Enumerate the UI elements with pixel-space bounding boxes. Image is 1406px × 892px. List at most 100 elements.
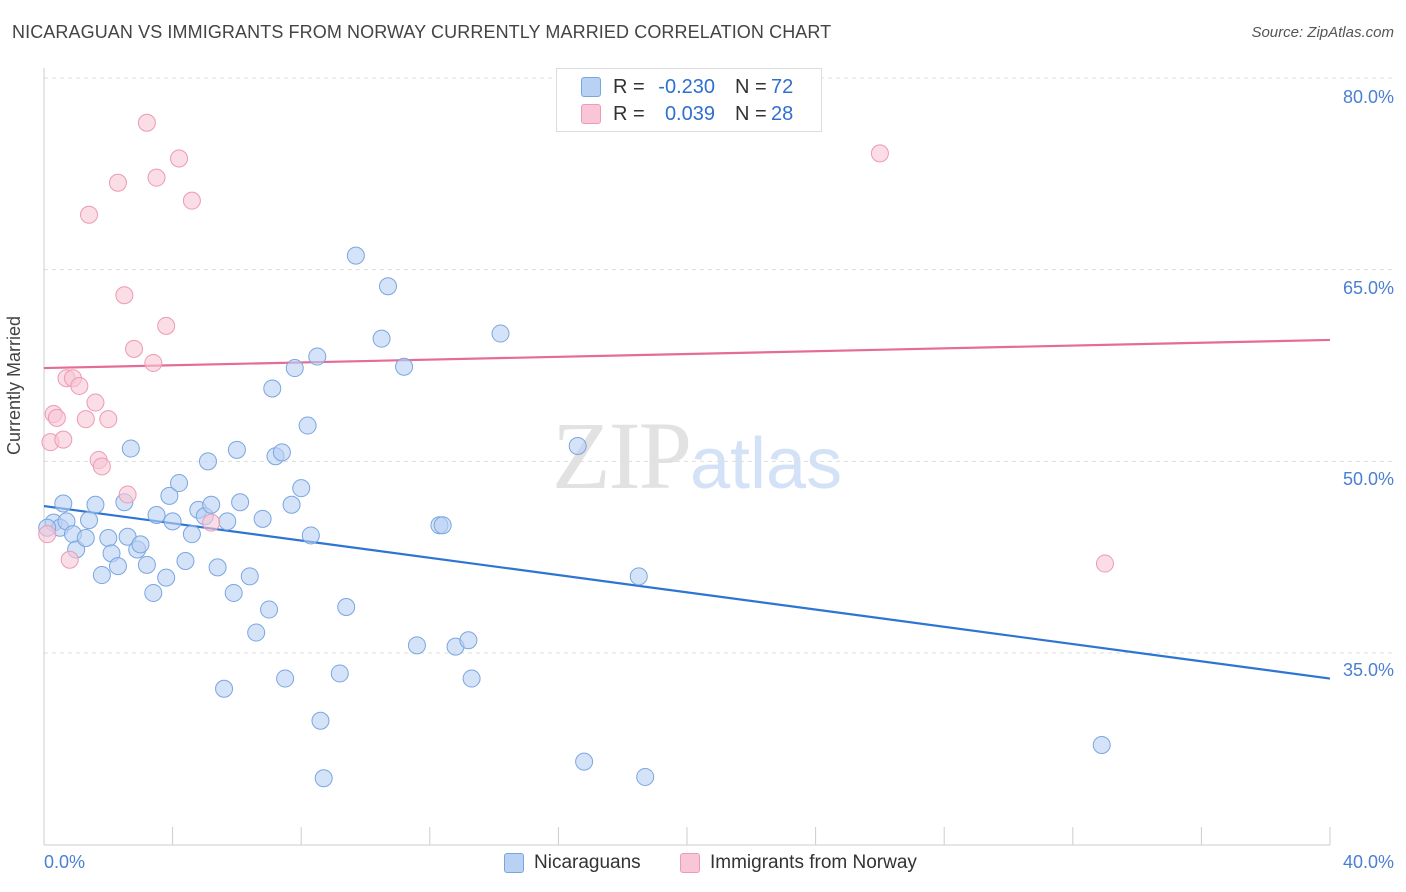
point-norway: [86, 393, 105, 412]
point-nicaraguans: [202, 495, 221, 514]
point-nicaraguans: [298, 416, 317, 435]
trend-line-norway: [43, 338, 1331, 370]
point-nicaraguans: [285, 359, 304, 378]
point-nicaraguans: [253, 509, 272, 528]
point-nicaraguans: [131, 535, 150, 554]
point-nicaraguans: [240, 567, 259, 586]
point-nicaraguans: [276, 669, 295, 688]
point-nicaraguans: [231, 493, 250, 512]
point-nicaraguans: [208, 558, 227, 577]
point-norway: [118, 485, 137, 504]
legend-swatch-pink: [680, 853, 700, 873]
point-nicaraguans: [372, 329, 391, 348]
y-tick-label: 35.0%: [1342, 660, 1394, 680]
point-nicaraguans: [86, 495, 105, 514]
point-nicaraguans: [263, 379, 282, 398]
trend-line-nicaraguans: [43, 504, 1331, 680]
point-nicaraguans: [176, 552, 195, 570]
data-points: [38, 113, 1114, 788]
point-norway: [147, 168, 166, 187]
point-norway: [92, 457, 111, 476]
point-nicaraguans: [170, 474, 189, 493]
point-norway: [47, 408, 66, 427]
point-nicaraguans: [462, 669, 481, 688]
point-norway: [60, 550, 79, 569]
y-tick-label: 50.0%: [1342, 469, 1394, 489]
legend-row-norway: R = 0.039 N = 28: [581, 102, 793, 126]
point-nicaraguans: [636, 767, 655, 786]
trend-lines: [43, 338, 1331, 680]
y-axis-label: Currently Married: [4, 315, 24, 455]
point-nicaraguans: [314, 769, 333, 788]
x-tick-label: 40.0%: [1342, 852, 1394, 872]
grid-lines: [44, 77, 1394, 654]
point-norway: [99, 410, 118, 429]
y-tick-label: 65.0%: [1342, 278, 1394, 298]
point-norway: [76, 410, 95, 429]
legend-swatch-blue: [504, 853, 524, 873]
chart-title: NICARAGUAN VS IMMIGRANTS FROM NORWAY CUR…: [12, 22, 832, 42]
legend-swatch-pink: [581, 104, 601, 124]
legend-swatch-blue: [581, 77, 601, 97]
legend-r-label: R =: [613, 102, 645, 125]
point-norway: [182, 191, 201, 210]
point-norway: [38, 525, 57, 544]
point-norway: [125, 339, 144, 358]
point-nicaraguans: [163, 512, 182, 531]
legend-label: Nicaraguans: [534, 852, 641, 873]
point-nicaraguans: [272, 443, 291, 462]
legend-n-value: 72: [771, 75, 794, 98]
point-nicaraguans: [491, 324, 510, 343]
point-nicaraguans: [330, 664, 349, 683]
watermark-atlas: atlas: [690, 424, 843, 504]
point-nicaraguans: [308, 347, 327, 366]
point-nicaraguans: [198, 452, 217, 471]
point-nicaraguans: [137, 555, 156, 574]
point-nicaraguans: [160, 486, 179, 505]
legend-n-label: N =: [735, 102, 767, 125]
point-nicaraguans: [292, 479, 311, 498]
x-tick-label: 0.0%: [44, 852, 86, 872]
point-nicaraguans: [215, 679, 234, 698]
point-nicaraguans: [395, 357, 414, 376]
point-norway: [170, 149, 189, 168]
point-nicaraguans: [433, 516, 452, 535]
point-nicaraguans: [407, 636, 426, 655]
point-nicaraguans: [260, 600, 279, 619]
point-norway: [108, 173, 127, 192]
point-nicaraguans: [568, 437, 587, 455]
point-nicaraguans: [301, 526, 320, 545]
point-nicaraguans: [337, 598, 356, 616]
point-nicaraguans: [224, 583, 243, 602]
point-norway: [157, 316, 176, 335]
point-nicaraguans: [121, 439, 140, 458]
point-norway: [202, 513, 221, 532]
point-norway: [1095, 554, 1114, 573]
legend-row-nicaraguans: R = -0.230 N = 72: [581, 75, 793, 99]
point-nicaraguans: [346, 246, 365, 265]
point-nicaraguans: [247, 623, 266, 642]
legend-r-value: 0.039: [664, 102, 715, 125]
point-nicaraguans: [182, 525, 201, 544]
point-nicaraguans: [629, 567, 648, 586]
point-norway: [54, 430, 73, 449]
point-nicaraguans: [80, 511, 99, 530]
point-norway: [137, 113, 156, 132]
legend-n-label: N =: [735, 75, 767, 98]
point-nicaraguans: [575, 752, 594, 771]
point-nicaraguans: [157, 568, 176, 587]
point-nicaraguans: [282, 495, 301, 514]
point-nicaraguans: [1092, 736, 1111, 754]
point-norway: [70, 376, 89, 395]
source-credit: Source: ZipAtlas.com: [1251, 24, 1394, 41]
point-nicaraguans: [108, 557, 127, 576]
point-nicaraguans: [144, 583, 163, 602]
point-nicaraguans: [54, 494, 73, 513]
point-nicaraguans: [76, 529, 95, 547]
point-nicaraguans: [311, 711, 330, 730]
point-norway: [144, 353, 163, 372]
legend-r-label: R =: [613, 75, 645, 98]
point-nicaraguans: [459, 631, 478, 650]
y-tick-label: 80.0%: [1342, 87, 1394, 107]
